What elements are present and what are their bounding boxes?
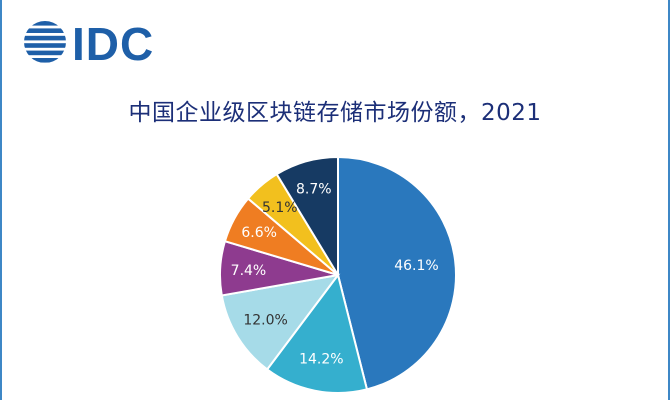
pie-slices [219, 155, 457, 394]
pie-slice-label-3: 12.0% [243, 312, 287, 328]
pie-slice-1 [337, 155, 457, 391]
pie-slice-label-7: 8.7% [296, 182, 332, 198]
pie-slice-label-1: 46.1% [394, 258, 438, 274]
pie-slice-label-4: 7.4% [231, 263, 267, 279]
pie-slice-7 [275, 155, 339, 279]
pie-labels: 46.1% 14.2% 12.0% 7.4% 6.6% 5.1% 8.7% [231, 182, 439, 368]
pie-slice-label-2: 14.2% [299, 351, 343, 367]
pie-slice-label-5: 6.6% [241, 225, 277, 241]
pie-slice-2 [265, 272, 369, 394]
pie-slice-label-6: 5.1% [262, 200, 298, 216]
globe-stripes-icon [24, 21, 66, 63]
pie-slice-3 [220, 273, 341, 371]
logo-text: IDC [72, 18, 154, 68]
chart-title: 中国企业级区块链存储市场份额，2021 [128, 100, 542, 126]
idc-logo: IDC [24, 18, 154, 68]
